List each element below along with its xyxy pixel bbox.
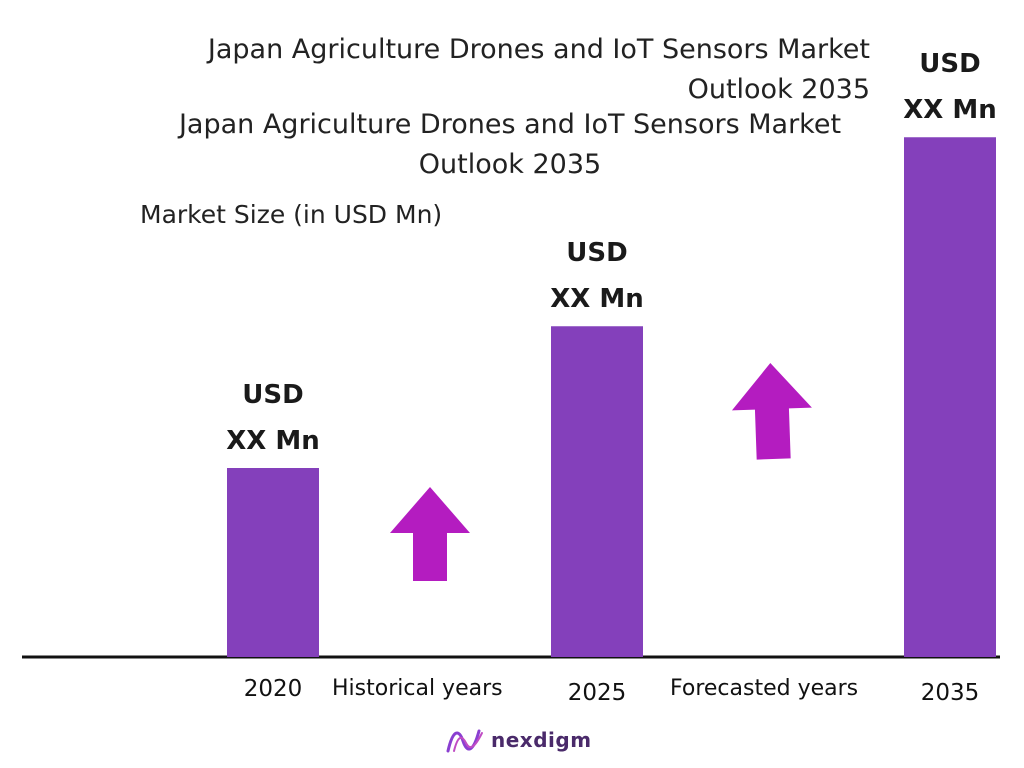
brand-name: nexdigm (491, 728, 592, 752)
x-tick-2025: 2025 (567, 680, 627, 706)
value-label-2025: USD XX Mn (550, 238, 644, 315)
growth-arrow-historical (390, 487, 470, 581)
nexdigm-logo: nexdigm (445, 725, 592, 755)
bar-2035 (904, 137, 996, 657)
chart-title: Japan Agriculture Drones and IoT Sensors… (207, 34, 870, 105)
historical-years-label: Historical years (332, 676, 503, 701)
forecasted-years-label: Forecasted years (670, 676, 859, 701)
growth-arrow-forecast (731, 363, 812, 460)
y-axis-label: Market Size (in USD Mn) (140, 200, 443, 229)
bar-2020 (227, 468, 319, 657)
bar-2025 (551, 326, 643, 657)
nexdigm-logo-icon (446, 729, 483, 753)
value-label-2020: USD XX Mn (226, 380, 320, 456)
x-tick-2020: 2020 (243, 676, 303, 702)
value-label-2035: USD XX Mn (903, 49, 997, 126)
x-tick-2035: 2035 (920, 680, 980, 706)
chart-title-repeat: Japan Agriculture Drones and IoT Sensors… (178, 109, 842, 180)
